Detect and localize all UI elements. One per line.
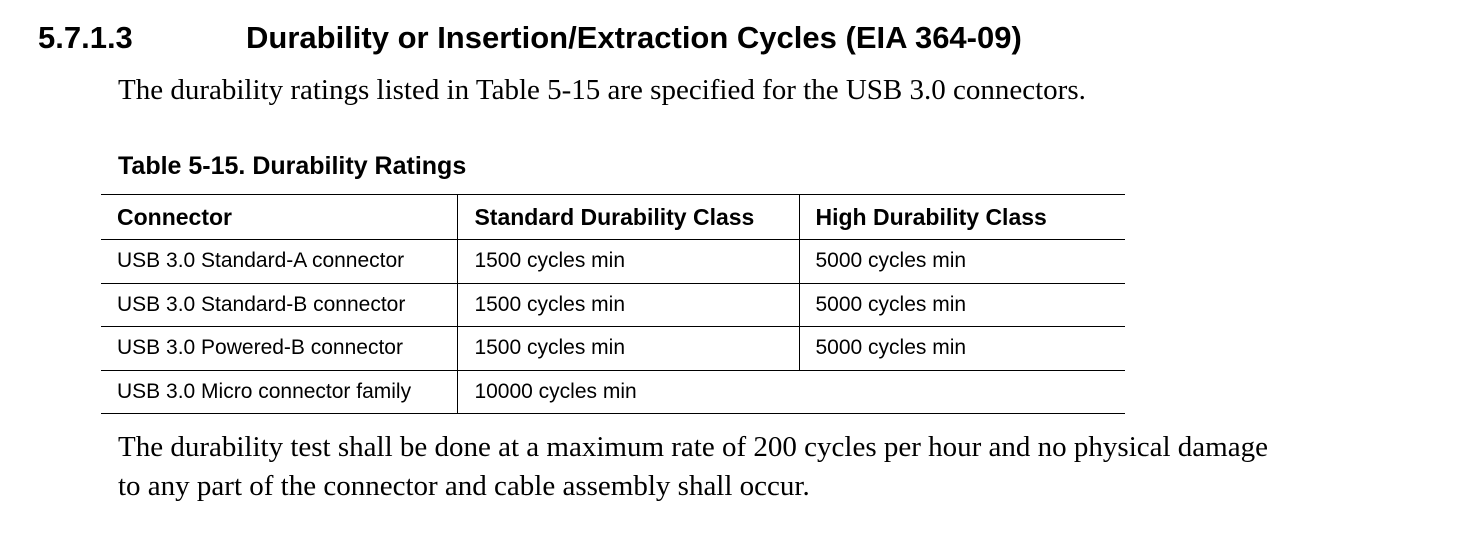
table-cell-standard: 1500 cycles min	[457, 239, 800, 283]
table-cell-high: 5000 cycles min	[815, 292, 967, 316]
table-cell-standard: 10000 cycles min	[474, 379, 637, 403]
table-row: USB 3.0 Standard-A connector 1500 cycles…	[101, 239, 1125, 283]
table-cell-standard: 1500 cycles min	[457, 326, 800, 370]
table-cell-connector: USB 3.0 Micro connector family	[101, 370, 459, 414]
table-row: USB 3.0 Standard-B connector 1500 cycles…	[101, 283, 1125, 327]
table-cell-connector: USB 3.0 Standard-B connector	[101, 283, 459, 327]
intro-paragraph: The durability ratings listed in Table 5…	[118, 74, 1086, 106]
table-header-row: Connector Standard Durability Class High…	[101, 194, 1125, 240]
table-row: USB 3.0 Micro connector family 10000 cyc…	[101, 370, 1125, 414]
closing-line-2: to any part of the connector and cable a…	[118, 470, 810, 502]
closing-paragraph: The durability test shall be done at a m…	[118, 428, 1268, 506]
column-header-connector: Connector	[101, 194, 459, 240]
section-title: Durability or Insertion/Extraction Cycle…	[246, 20, 1022, 55]
table-row: USB 3.0 Powered-B connector 1500 cycles …	[101, 326, 1125, 370]
column-header-standard-durability: Standard Durability Class	[457, 194, 800, 240]
table-cell-high	[799, 370, 1125, 414]
section-heading: 5.7.1.3 Durability or Insertion/Extractio…	[38, 18, 1022, 58]
column-header-high-durability: High Durability Class	[815, 203, 1047, 230]
durability-ratings-table: Connector Standard Durability Class High…	[101, 194, 1125, 414]
table-cell-standard: 1500 cycles min	[457, 283, 800, 327]
table-cell-connector: USB 3.0 Powered-B connector	[101, 326, 459, 370]
table-cell-connector: USB 3.0 Standard-A connector	[101, 239, 459, 283]
table-caption: Table 5-15. Durability Ratings	[118, 152, 467, 180]
table-cell-high: 5000 cycles min	[815, 249, 967, 273]
table-cell-high: 5000 cycles min	[815, 336, 967, 360]
closing-line-1: The durability test shall be done at a m…	[118, 431, 1268, 463]
section-number: 5.7.1.3	[38, 20, 133, 55]
